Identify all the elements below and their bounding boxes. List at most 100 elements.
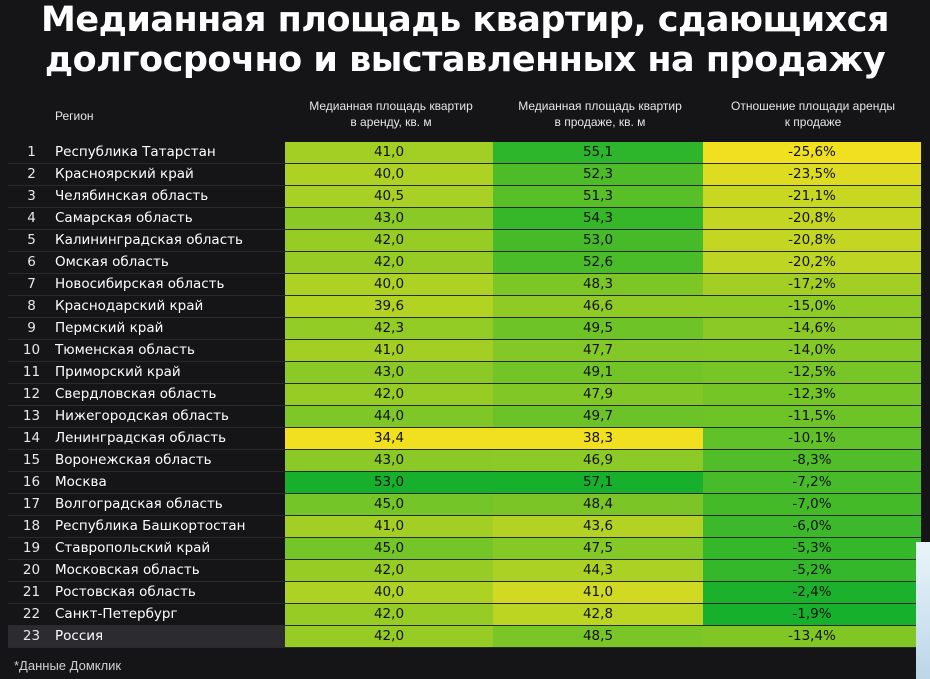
data-table: 1 Республика Татарстан 41,0 55,1 -25,6% 2 Крас… xyxy=(8,142,921,648)
table-row: 20 Московская область 42,0 44,3 -5,2% xyxy=(8,559,921,582)
rent-value: 42,0 xyxy=(285,603,493,626)
row-number: 22 xyxy=(8,603,55,626)
sale-value: 46,6 xyxy=(493,295,703,318)
region-name: Воронежская область xyxy=(55,449,285,472)
table-row: 15 Воронежская область 43,0 46,9 -8,3% xyxy=(8,449,921,472)
row-number: 11 xyxy=(8,361,55,384)
header-rent-line-2: в аренду, кв. м xyxy=(350,115,432,129)
sale-value: 43,6 xyxy=(493,515,703,538)
header-rent-line-1: Медианная площадь квартир xyxy=(309,99,473,113)
table-row: 19 Ставропольский край 45,0 47,5 -5,3% xyxy=(8,537,921,560)
row-number: 13 xyxy=(8,405,55,428)
region-name: Омская область xyxy=(55,251,285,274)
title-line-1: Медианная площадь квартир, сдающихся xyxy=(41,0,889,40)
region-name: Самарская область xyxy=(55,207,285,230)
row-number: 4 xyxy=(8,207,55,230)
region-name: Краснодарский край xyxy=(55,295,285,318)
region-name: Свердловская область xyxy=(55,383,285,406)
region-name: Санкт-Петербург xyxy=(55,603,285,626)
rent-value: 42,0 xyxy=(285,625,493,648)
ratio-value: -14,6% xyxy=(703,317,921,340)
row-number: 19 xyxy=(8,537,55,560)
region-name: Ставропольский край xyxy=(55,537,285,560)
sale-value: 46,9 xyxy=(493,449,703,472)
region-name: Калининградская область xyxy=(55,229,285,252)
table-row: 4 Самарская область 43,0 54,3 -20,8% xyxy=(8,207,921,230)
row-number: 23 xyxy=(8,625,55,648)
row-number: 6 xyxy=(8,251,55,274)
table-row: 6 Омская область 42,0 52,6 -20,2% xyxy=(8,251,921,274)
table-row: 17 Волгоградская область 45,0 48,4 -7,0% xyxy=(8,493,921,516)
sale-value: 48,4 xyxy=(493,493,703,516)
sale-value: 48,5 xyxy=(493,625,703,648)
rent-value: 34,4 xyxy=(285,427,493,450)
row-number: 16 xyxy=(8,471,55,494)
ratio-value: -17,2% xyxy=(703,273,921,296)
sale-value: 48,3 xyxy=(493,273,703,296)
sale-value: 47,7 xyxy=(493,339,703,362)
ratio-value: -20,8% xyxy=(703,229,921,252)
rent-value: 41,0 xyxy=(285,339,493,362)
rent-value: 42,0 xyxy=(285,229,493,252)
rent-value: 40,0 xyxy=(285,581,493,604)
region-name: Волгоградская область xyxy=(55,493,285,516)
sale-value: 38,3 xyxy=(493,427,703,450)
header-rent: Медианная площадь квартир в аренду, кв. … xyxy=(287,98,495,140)
rent-value: 40,0 xyxy=(285,163,493,186)
ratio-value: -2,4% xyxy=(703,581,921,604)
header-ratio-line-2: к продаже xyxy=(784,115,842,129)
sale-value: 47,9 xyxy=(493,383,703,406)
row-number: 18 xyxy=(8,515,55,538)
row-number: 21 xyxy=(8,581,55,604)
table-row: 18 Республика Башкортостан 41,0 43,6 -6,0% xyxy=(8,515,921,538)
row-number: 9 xyxy=(8,317,55,340)
region-name: Новосибирская область xyxy=(55,273,285,296)
table-row: 3 Челябинская область 40,5 51,3 -21,1% xyxy=(8,185,921,208)
sale-value: 49,7 xyxy=(493,405,703,428)
rent-value: 40,5 xyxy=(285,185,493,208)
sale-value: 49,5 xyxy=(493,317,703,340)
ratio-value: -5,3% xyxy=(703,537,921,560)
sale-value: 57,1 xyxy=(493,471,703,494)
rent-value: 45,0 xyxy=(285,493,493,516)
rent-value: 43,0 xyxy=(285,449,493,472)
row-number: 15 xyxy=(8,449,55,472)
ratio-value: -13,4% xyxy=(703,625,921,648)
region-name: Москва xyxy=(55,471,285,494)
sale-value: 55,1 xyxy=(493,142,703,164)
region-name: Республика Башкортостан xyxy=(55,515,285,538)
sale-value: 53,0 xyxy=(493,229,703,252)
ratio-value: -5,2% xyxy=(703,559,921,582)
region-name: Россия xyxy=(55,625,285,648)
sale-value: 49,1 xyxy=(493,361,703,384)
header-ratio-line-1: Отношение площади аренды xyxy=(731,99,895,113)
table-row: 22 Санкт-Петербург 42,0 42,8 -1,9% xyxy=(8,603,921,626)
ratio-value: -7,2% xyxy=(703,471,921,494)
table-header: Регион Медианная площадь квартир в аренд… xyxy=(0,98,930,140)
ratio-value: -12,3% xyxy=(703,383,921,406)
row-number: 2 xyxy=(8,163,55,186)
sale-value: 41,0 xyxy=(493,581,703,604)
ratio-value: -15,0% xyxy=(703,295,921,318)
sale-value: 42,8 xyxy=(493,603,703,626)
sale-value: 51,3 xyxy=(493,185,703,208)
table-row: 9 Пермский край 42,3 49,5 -14,6% xyxy=(8,317,921,340)
header-ratio: Отношение площади аренды к продаже xyxy=(705,98,921,140)
row-number: 14 xyxy=(8,427,55,450)
rent-value: 43,0 xyxy=(285,207,493,230)
title-line-2: долгосрочно и выставленных на продажу xyxy=(44,40,886,80)
region-name: Пермский край xyxy=(55,317,285,340)
rent-value: 42,0 xyxy=(285,383,493,406)
row-number: 7 xyxy=(8,273,55,296)
sale-value: 47,5 xyxy=(493,537,703,560)
row-number: 17 xyxy=(8,493,55,516)
region-name: Ростовская область xyxy=(55,581,285,604)
table-row: 10 Тюменская область 41,0 47,7 -14,0% xyxy=(8,339,921,362)
table-row: 14 Ленинградская область 34,4 38,3 -10,1% xyxy=(8,427,921,450)
table-row: 2 Красноярский край 40,0 52,3 -23,5% xyxy=(8,163,921,186)
corner-decoration xyxy=(916,542,930,679)
ratio-value: -23,5% xyxy=(703,163,921,186)
region-name: Челябинская область xyxy=(55,185,285,208)
table-row: 7 Новосибирская область 40,0 48,3 -17,2% xyxy=(8,273,921,296)
table-row: 5 Калининградская область 42,0 53,0 -20,8% xyxy=(8,229,921,252)
